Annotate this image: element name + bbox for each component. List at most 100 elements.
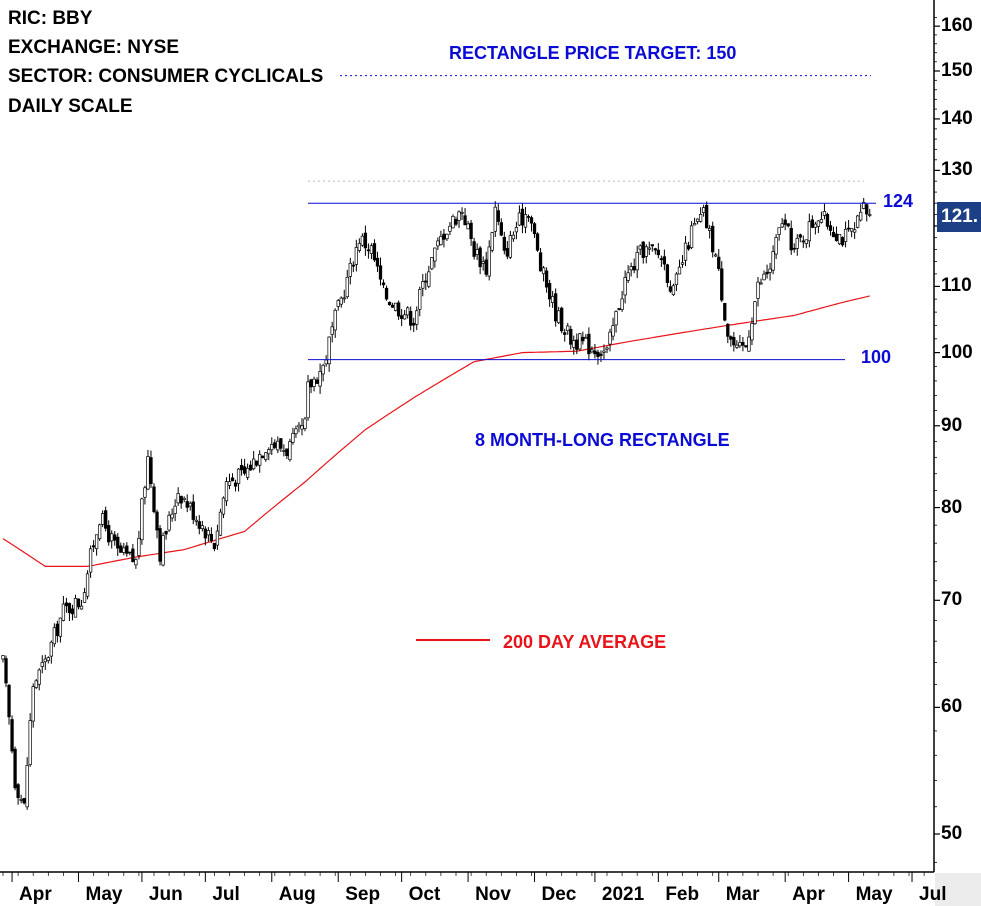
candle-body (363, 232, 368, 249)
candle-body (227, 481, 232, 486)
candle (97, 523, 102, 541)
candle-body (526, 216, 531, 218)
candle-body (155, 511, 159, 531)
candle-body (354, 247, 358, 265)
candle (484, 251, 488, 277)
candle (185, 494, 189, 513)
candle (327, 336, 331, 372)
candle-body (587, 333, 591, 355)
candle-body (427, 271, 431, 287)
candle-body (849, 228, 854, 232)
candle (64, 597, 69, 613)
candle-body (593, 350, 597, 355)
candle (155, 509, 159, 539)
candle-body (554, 293, 558, 322)
candle-body (13, 748, 17, 789)
candle-body (206, 530, 211, 536)
candle-body (255, 460, 259, 466)
candle-body (418, 289, 422, 310)
candle (463, 208, 467, 226)
candle (342, 289, 346, 303)
candle (602, 344, 606, 360)
candle-body (285, 448, 289, 456)
candle-body (315, 379, 319, 384)
candle (16, 783, 20, 805)
candle-body (831, 231, 836, 238)
candle (384, 285, 389, 301)
candle (523, 207, 528, 234)
candle-body (662, 256, 667, 265)
candle-body (762, 273, 766, 281)
candle (264, 452, 268, 462)
candle-body (375, 257, 380, 267)
candle-body (97, 524, 102, 540)
candle (683, 235, 688, 267)
candle (315, 377, 319, 384)
candle (203, 526, 207, 546)
candle-body (215, 530, 220, 546)
candle (466, 220, 470, 230)
candle (245, 463, 250, 481)
candle (318, 363, 322, 394)
candle-body (795, 237, 799, 249)
candle (61, 596, 66, 622)
candle-body (52, 627, 56, 645)
candle-body (291, 432, 295, 443)
candle-body (94, 534, 99, 549)
candle-body (523, 214, 528, 228)
candle-body (822, 211, 827, 216)
candle-body (282, 450, 286, 452)
candle-body (686, 245, 691, 250)
candle (230, 473, 235, 482)
candle-body (143, 487, 147, 498)
candle (345, 269, 349, 299)
candle-body (813, 223, 818, 228)
candle (538, 247, 543, 272)
candle (227, 473, 232, 490)
candle (427, 265, 431, 289)
candle-body (647, 247, 651, 250)
candle (366, 243, 371, 259)
candle (647, 241, 651, 256)
candle-body (671, 285, 676, 296)
candle (741, 337, 745, 352)
candle (233, 479, 238, 492)
y-tick-label: 140 (941, 107, 973, 129)
levels-layer (308, 75, 876, 641)
candle-body (511, 234, 516, 240)
candle (587, 327, 591, 361)
candle-body (726, 323, 730, 337)
candle (19, 794, 23, 804)
candle-body (798, 234, 802, 238)
candle-body (140, 498, 144, 541)
candle (31, 683, 35, 728)
candle-body (481, 261, 485, 264)
candle (750, 317, 754, 346)
candle (52, 623, 56, 648)
candle-body (119, 545, 123, 553)
candle-body (76, 598, 81, 608)
candle-body (116, 536, 120, 549)
candle (635, 245, 639, 279)
x-tick-label: Apr (19, 884, 52, 905)
candle-body (164, 531, 168, 535)
upper-level-label: 124 (883, 191, 914, 211)
candle-body (695, 218, 700, 222)
y-tick-label: 50 (941, 823, 963, 844)
candle (547, 279, 552, 307)
candle-body (756, 281, 760, 299)
candle-body (843, 228, 848, 242)
candle (22, 797, 26, 805)
candle (747, 330, 751, 352)
candle-body (804, 239, 808, 244)
candle (406, 306, 410, 319)
candle (224, 477, 229, 506)
candle-body (294, 428, 298, 435)
candle (502, 231, 506, 255)
candle-body (711, 225, 715, 253)
candle-body (433, 247, 437, 262)
candle (107, 520, 111, 546)
candle (623, 270, 627, 304)
candle-body (840, 237, 845, 246)
